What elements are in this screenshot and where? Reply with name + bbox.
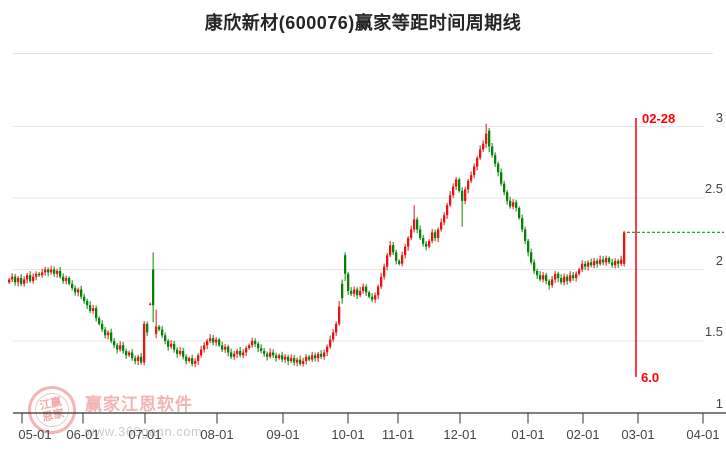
watermark: 江赢 恩家 赢家江恩软件 www.360gann.com xyxy=(23,381,202,439)
x-axis-label: 02-01 xyxy=(566,427,600,442)
page-title: 康欣新材(600076)赢家等距时间周期线 xyxy=(204,13,522,33)
watermark-text: 赢家江恩软件 www.360gann.com xyxy=(85,386,202,439)
y-axis-label: 1.5 xyxy=(704,324,723,339)
x-axis-label: 08-01 xyxy=(200,427,234,442)
x-axis-label: 01-01 xyxy=(511,427,545,442)
x-axis-label: 03-01 xyxy=(621,427,655,442)
x-axis-label: 12-01 xyxy=(443,427,477,442)
y-axis-label: 2.5 xyxy=(704,181,723,196)
x-axis-label: 10-01 xyxy=(331,427,365,442)
event-date-label: 02-28 xyxy=(642,111,676,126)
x-axis-label: 09-01 xyxy=(266,427,300,442)
x-axis-label: 11-01 xyxy=(381,427,415,442)
event-price-label: 6.0 xyxy=(641,370,660,385)
title-separator xyxy=(13,53,713,54)
watermark-brand: 赢家江恩软件 xyxy=(85,395,193,414)
watermark-url: www.360gann.com xyxy=(85,424,203,439)
x-axis-label: 05-01 xyxy=(18,427,52,442)
y-axis-label: 2 xyxy=(715,252,723,268)
x-axis-label: 04-01 xyxy=(686,427,720,442)
x-axis-label: 06-01 xyxy=(66,427,100,442)
y-axis-label: 1 xyxy=(715,395,723,411)
x-axis-label: 07-01 xyxy=(128,427,162,442)
y-axis-label: 3 xyxy=(715,109,723,125)
